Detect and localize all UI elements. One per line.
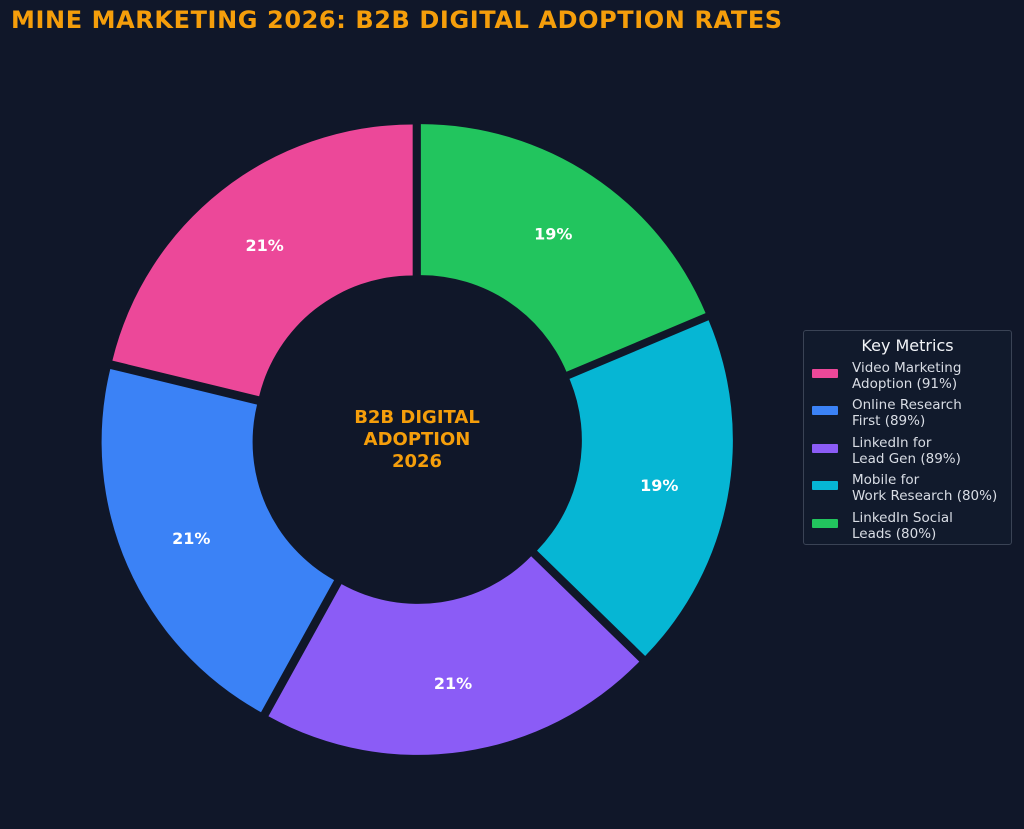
legend-label: Mobile for Work Research (80%) — [852, 472, 998, 504]
donut-slice-3 — [268, 556, 640, 755]
legend-swatch — [812, 481, 838, 490]
slice-labels: 21% 21% 21% 19% 19% — [172, 225, 678, 693]
legend-label: Online Research First (89%) — [852, 397, 962, 429]
donut-chart: 21% 21% 21% 19% 19% B2B DIGITAL ADOPTION 2026 — [101, 124, 733, 755]
legend-swatch — [812, 369, 838, 378]
legend-label: Video Marketing Adoption (91%) — [852, 360, 962, 392]
donut-slice-1 — [112, 124, 413, 397]
chart-title: MINE MARKETING 2026: B2B DIGITAL ADOPTIO… — [11, 6, 783, 34]
slice-label-5: 19% — [534, 225, 572, 244]
legend-swatch — [812, 406, 838, 415]
donut-slice-5 — [420, 124, 706, 372]
center-label: B2B DIGITAL ADOPTION 2026 — [354, 407, 480, 472]
legend: Key Metrics Video Marketing Adoption (91… — [803, 330, 1012, 545]
slice-label-1: 21% — [245, 236, 283, 255]
donut-slice-2 — [101, 368, 335, 713]
legend-title: Key Metrics — [861, 336, 954, 355]
legend-label: LinkedIn for Lead Gen (89%) — [852, 435, 961, 467]
legend-label: LinkedIn Social Leads (80%) — [852, 510, 953, 542]
slice-label-4: 19% — [640, 476, 678, 495]
legend-swatch — [812, 519, 838, 528]
slice-label-2: 21% — [172, 529, 210, 548]
center-label-line: B2B DIGITAL — [354, 407, 480, 428]
donut-slice-4 — [537, 320, 733, 656]
center-label-line: 2026 — [392, 451, 442, 472]
center-label-line: ADOPTION — [364, 429, 471, 450]
slice-label-3: 21% — [434, 674, 472, 693]
legend-swatch — [812, 444, 838, 453]
donut-slices — [101, 124, 733, 755]
